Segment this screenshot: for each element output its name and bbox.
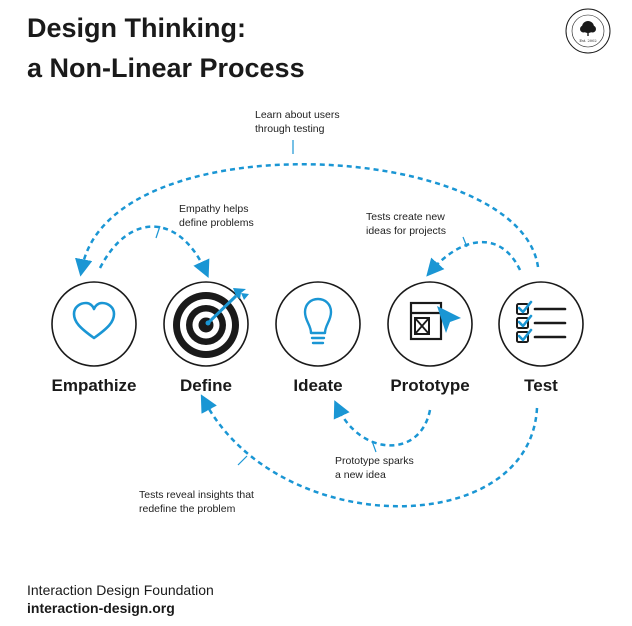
arrow-test-to-define <box>200 394 539 508</box>
annotation-prototype-sparks: Prototype sparks a new idea <box>335 455 414 481</box>
annotation-tests-create: Tests create new ideas for projects <box>366 211 446 237</box>
lightbulb-icon <box>303 297 333 345</box>
footer-url[interactable]: interaction-design.org <box>27 600 175 616</box>
stage-label-test: Test <box>524 376 558 395</box>
title-line-1: Design Thinking: <box>27 13 246 43</box>
prototype-icon <box>409 301 461 341</box>
stage-label-empathize: Empathize <box>51 376 137 395</box>
title-line-2: a Non-Linear Process <box>27 53 305 83</box>
annotation-tests-reveal: Tests reveal insights that redefine the … <box>139 489 254 515</box>
heart-icon <box>72 301 116 340</box>
stage-circle-ideate <box>275 281 361 367</box>
arrow-prototype-to-ideate <box>333 400 432 447</box>
idf-logo: Est. 2002 <box>565 8 611 54</box>
stage-circle-empathize <box>51 281 137 367</box>
logo-est: Est. 2002 <box>579 39 596 43</box>
checklist-icon <box>516 300 567 343</box>
stage-circle-test <box>498 281 584 367</box>
tree-icon <box>580 21 596 36</box>
footer-organization: Interaction Design Foundation <box>27 582 214 598</box>
stage-circle-define <box>163 281 249 367</box>
page-title: Design Thinking: a Non-Linear Process <box>27 8 305 88</box>
stage-label-ideate: Ideate <box>293 376 343 395</box>
stage-label-define: Define <box>180 376 232 395</box>
arrow-test-to-empathize <box>75 163 540 277</box>
target-icon <box>173 288 249 358</box>
annotation-empathy-helps: Empathy helps define problems <box>179 203 254 229</box>
stage-circle-prototype <box>387 281 473 367</box>
annotation-learn-about-users: Learn about users through testing <box>255 109 340 135</box>
arrow-empathize-to-define <box>98 225 210 278</box>
arrow-test-to-prototype <box>426 241 522 277</box>
stage-label-prototype: Prototype <box>390 376 470 395</box>
